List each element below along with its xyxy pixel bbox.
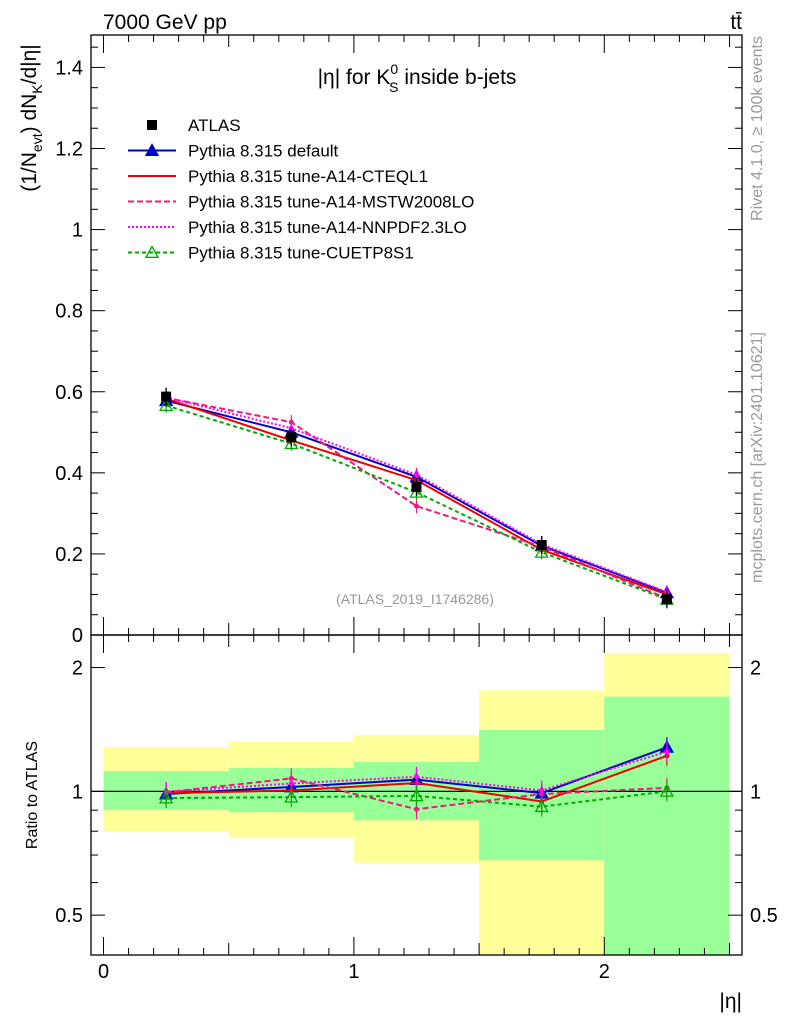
ratio-band-stat: [604, 696, 730, 955]
chart-title-post: inside b-jets: [399, 66, 517, 89]
x-tick-label: 0: [98, 961, 109, 983]
rivet-version-label: Rivet 4.1.0, ≥ 100k events: [749, 36, 766, 221]
header-collision-label: 7000 GeV pp: [103, 11, 227, 34]
ratio-y-axis-label: Ratio to ATLAS: [24, 741, 41, 849]
ratio-y-tick-label-right: 0.5: [750, 905, 778, 927]
legend-label: Pythia 8.315 tune-A14-MSTW2008LO: [188, 193, 474, 212]
header-process-label: tt̄: [730, 11, 742, 34]
data-point: [411, 482, 422, 493]
legend-label: Pythia 8.315 tune-CUETP8S1: [188, 244, 414, 263]
ratio-y-tick-label-left: 2: [72, 658, 83, 680]
ratio-series-point: [284, 789, 299, 803]
chart-title-pre: |η| for K: [318, 66, 391, 89]
ratio-y-tick-label-left: 0.5: [55, 905, 83, 927]
mcplots-label: mcplots.cern.ch [arXiv:2401.10621]: [749, 332, 766, 583]
ratio-series-point: [539, 787, 545, 793]
series-point: [284, 436, 299, 450]
series-point: [414, 503, 419, 509]
legend: ATLAS Pythia 8.315 default Pythia 8.315 tu…: [128, 116, 474, 263]
main-panel: 0 0.2 0.4 0.6 0.8 1 1.2 1.4: [55, 34, 743, 647]
legend-label: Pythia 8.315 tune-A14-NNPDF2.3LO: [188, 218, 467, 237]
y-tick-label: 0.6: [55, 382, 83, 404]
ratio-y-tick-label-right: 2: [750, 658, 761, 680]
series-line: [165, 396, 668, 600]
ratio-series-point: [414, 774, 419, 780]
ratio-series-point: [534, 799, 549, 813]
data-point: [661, 594, 672, 605]
ratio-series-point: [659, 784, 674, 797]
ratio-series-point: [414, 806, 419, 812]
ratio-frame: [90, 634, 743, 956]
y-axis-label: (1/Nevt) dNK/d|η|: [18, 44, 45, 192]
ratio-series-line: [166, 750, 668, 793]
ratio-series-point: [159, 790, 174, 804]
legend-marker: [144, 245, 160, 258]
ratio-y-tick-label-right: 1: [750, 781, 761, 803]
series-point: [414, 472, 419, 478]
y-tick-label: 1: [72, 220, 83, 242]
y-tick-label: 0.2: [55, 544, 83, 566]
ratio-y-tick-label-left: 1: [72, 781, 83, 803]
chart-title-sub: S: [389, 79, 398, 95]
ratio-series-point: [409, 788, 424, 802]
legend-label: Pythia 8.315 tune-A14-CTEQL1: [188, 167, 428, 186]
chart-title-sup: 0: [390, 61, 398, 77]
y-tick-label: 1.4: [55, 57, 83, 79]
series-point: [534, 544, 549, 558]
chart-title: |η| for K0 S inside b-jets: [318, 61, 517, 95]
data-point: [161, 391, 172, 402]
series-line: [165, 396, 668, 593]
y-tick-label: 0.4: [55, 463, 83, 485]
ratio-panel: 0 1 2 0.5 0.5 1 1 2 2: [55, 634, 778, 983]
x-axis-label: |η|: [719, 990, 742, 1013]
legend-label: Pythia 8.315 default: [188, 142, 339, 161]
y-tick-label: 1.2: [55, 139, 83, 161]
ratio-series-point: [288, 780, 294, 786]
series-point: [159, 398, 174, 411]
x-tick-label: 2: [599, 961, 610, 983]
legend-marker-data: [147, 120, 157, 130]
data-point: [286, 432, 297, 443]
y-tick-label: 0: [72, 625, 83, 647]
ratio-series-point: [664, 749, 670, 755]
legend-label-data: ATLAS: [188, 116, 241, 135]
series-line: [165, 404, 668, 601]
analysis-label: (ATLAS_2019_I1746286): [336, 591, 494, 607]
legend-marker: [144, 143, 160, 156]
y-tick-label: 0.8: [55, 301, 83, 323]
data-point: [536, 540, 547, 550]
x-tick-label: 1: [348, 961, 359, 983]
